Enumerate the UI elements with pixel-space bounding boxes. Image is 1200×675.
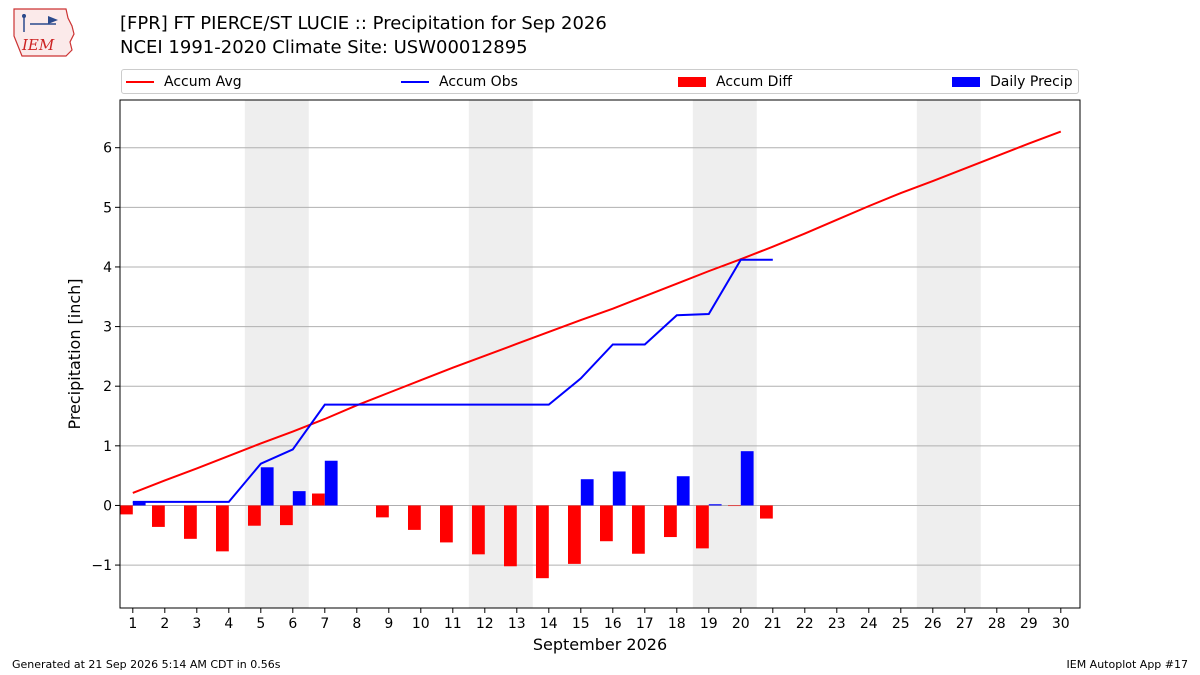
y-tick-label: 6 — [103, 141, 112, 157]
y-tick-label: 0 — [103, 498, 112, 514]
footer-app-text: IEM Autoplot App #17 — [1066, 658, 1189, 671]
y-tick-label: 4 — [103, 260, 112, 276]
legend-item-accum-obs: Accum Obs — [401, 70, 518, 93]
diff-bar-day-4 — [216, 505, 229, 552]
plot-frame — [119, 99, 1081, 609]
x-tick-label: 7 — [320, 616, 329, 632]
x-tick-label: 8 — [352, 616, 361, 632]
x-tick-label: 9 — [384, 616, 393, 632]
precip-bar-day-18 — [676, 476, 690, 506]
precip-bar-day-5 — [260, 467, 274, 506]
x-tick-label: 25 — [892, 616, 910, 632]
accum-avg-line — [132, 130, 1062, 494]
x-tick-label: 27 — [956, 616, 974, 632]
x-tick-label: 6 — [288, 616, 297, 632]
y-tick-label: 1 — [103, 439, 112, 455]
diff-bar-day-7 — [312, 493, 325, 506]
x-tick-label: 18 — [668, 616, 686, 632]
legend-swatch-accum-obs — [401, 80, 429, 83]
x-tick-label: 13 — [508, 616, 526, 632]
diff-bar-day-16 — [600, 505, 613, 542]
chart-title: [FPR] FT PIERCE/ST LUCIE :: Precipitatio… — [120, 13, 607, 34]
legend-item-accum-avg: Accum Avg — [126, 70, 242, 93]
diff-bar-day-10 — [408, 505, 421, 530]
x-tick-label: 22 — [796, 616, 814, 632]
legend-swatch-accum-diff — [678, 76, 706, 87]
x-tick-label: 11 — [444, 616, 462, 632]
diff-bar-day-14 — [536, 505, 549, 579]
x-tick-label: 26 — [924, 616, 942, 632]
y-tick-label: 3 — [103, 320, 112, 336]
chart-subtitle: NCEI 1991-2020 Climate Site: USW00012895 — [120, 37, 528, 58]
x-tick-label: 12 — [476, 616, 494, 632]
diff-bar-day-3 — [184, 505, 197, 539]
x-tick-label: 17 — [636, 616, 654, 632]
x-tick-label: 3 — [192, 616, 201, 632]
x-tick-label: 21 — [764, 616, 782, 632]
x-tick-label: 4 — [224, 616, 233, 632]
legend: Accum Avg Accum Obs Accum Diff Daily Pre… — [121, 69, 1079, 94]
legend-item-daily-precip: Daily Precip — [952, 70, 1073, 93]
diff-bar-day-15 — [568, 505, 581, 564]
svg-text:IEM: IEM — [21, 36, 55, 54]
y-tick-label: 5 — [103, 200, 112, 216]
precip-bar-day-7 — [324, 460, 338, 506]
legend-item-accum-diff: Accum Diff — [678, 70, 792, 93]
diff-bar-day-19 — [696, 505, 709, 549]
weekend-band-4 — [916, 100, 981, 608]
x-tick-label: 2 — [160, 616, 169, 632]
precip-bar-day-16 — [612, 471, 626, 506]
y-tick-label: 2 — [103, 379, 112, 395]
diff-bar-day-5 — [248, 505, 261, 526]
weekend-band-1 — [244, 100, 309, 608]
iem-logo: IEM — [8, 6, 78, 58]
x-tick-label: 14 — [540, 616, 558, 632]
diff-bar-day-9 — [376, 505, 389, 518]
diff-bar-day-2 — [152, 505, 165, 527]
x-tick-label: 24 — [860, 616, 878, 632]
legend-swatch-daily-precip — [952, 76, 980, 87]
diff-bar-day-11 — [440, 505, 453, 543]
precip-bar-day-6 — [292, 491, 306, 506]
x-tick-label: 19 — [700, 616, 718, 632]
x-tick-label: 28 — [988, 616, 1006, 632]
legend-label-accum-avg: Accum Avg — [164, 73, 242, 90]
x-tick-label: 10 — [412, 616, 430, 632]
diff-bar-day-18 — [664, 505, 677, 538]
diff-bar-day-12 — [472, 505, 485, 555]
x-tick-label: 29 — [1020, 616, 1038, 632]
diff-bar-day-6 — [280, 505, 293, 526]
precip-bar-day-19 — [708, 504, 722, 506]
diff-bar-day-13 — [504, 505, 517, 567]
diff-bar-day-20 — [728, 505, 741, 507]
y-axis-label: Precipitation [inch] — [65, 278, 84, 429]
precip-bar-day-1 — [132, 501, 146, 506]
legend-swatch-accum-avg — [126, 80, 154, 83]
x-tick-label: 15 — [572, 616, 590, 632]
x-tick-label: 1 — [128, 616, 137, 632]
x-tick-label: 5 — [256, 616, 265, 632]
accum-obs-line — [132, 258, 773, 503]
diff-bar-day-21 — [760, 505, 773, 519]
x-tick-label: 16 — [604, 616, 622, 632]
precip-bar-day-20 — [740, 451, 754, 506]
x-tick-label: 23 — [828, 616, 846, 632]
diff-bar-day-17 — [632, 505, 645, 554]
diff-bar-day-1 — [120, 505, 133, 515]
footer-generated-text: Generated at 21 Sep 2026 5:14 AM CDT in … — [12, 658, 281, 671]
x-axis-label: September 2026 — [533, 635, 667, 654]
x-tick-label: 30 — [1052, 616, 1070, 632]
x-tick-label: 20 — [732, 616, 750, 632]
legend-label-daily-precip: Daily Precip — [990, 73, 1073, 90]
y-tick-label: −1 — [91, 558, 112, 574]
precip-bar-day-15 — [580, 479, 594, 506]
legend-label-accum-obs: Accum Obs — [439, 73, 518, 90]
legend-label-accum-diff: Accum Diff — [716, 73, 793, 90]
